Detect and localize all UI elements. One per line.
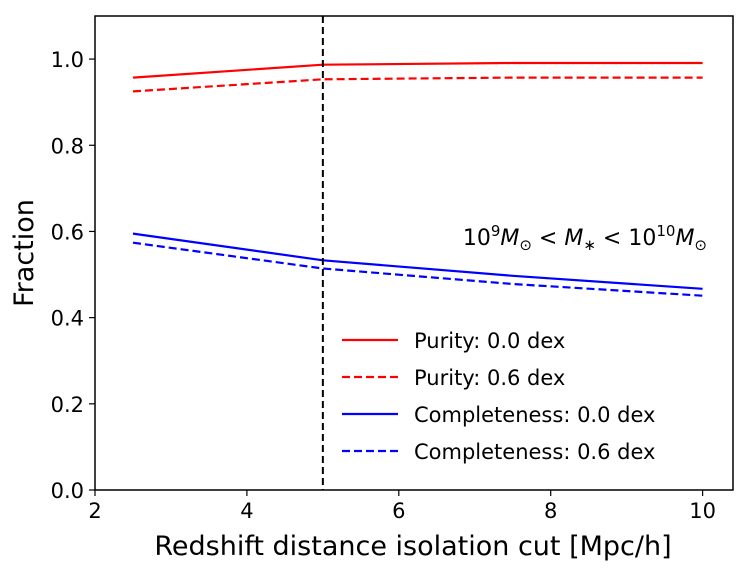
- series-line-purity-0-6-dex: [132, 76, 703, 93]
- y-tick-label: 0.8: [51, 134, 84, 158]
- series-line-completeness-0-0-dex: [132, 232, 703, 290]
- x-tick-label: 6: [392, 499, 405, 523]
- y-tick-label: 0.4: [51, 307, 84, 331]
- y-tick-label: 0.6: [51, 220, 84, 244]
- legend-label-purity-0-6-dex: Purity: 0.6 dex: [414, 366, 565, 390]
- plot-lines: [132, 16, 703, 490]
- legend-label-completeness-0-0-dex: Completeness: 0.0 dex: [414, 403, 655, 427]
- legend-label-purity-0-0-dex: Purity: 0.0 dex: [414, 329, 565, 353]
- x-tick-label: 2: [88, 499, 101, 523]
- axis-ticks: 2 4 6 8 10 0.0 0.2 0.4 0.6 0.8 1.0: [51, 48, 716, 523]
- x-tick-label: 4: [240, 499, 253, 523]
- y-axis-label: Fraction: [9, 199, 40, 307]
- x-tick-label: 8: [544, 499, 557, 523]
- mass-range-annotation: 109M⊙ < M∗ < 1010M⊙: [463, 222, 707, 254]
- x-axis-label: Redshift distance isolation cut [Mpc/h]: [154, 531, 671, 562]
- plot-frame: [94, 15, 734, 491]
- y-tick-label: 0.2: [51, 393, 84, 417]
- legend-label-completeness-0-6-dex: Completeness: 0.6 dex: [414, 440, 655, 464]
- legend: Purity: 0.0 dex Purity: 0.6 dex Completene…: [342, 329, 655, 464]
- y-tick-label: 1.0: [51, 48, 84, 72]
- series-line-purity-0-0-dex: [132, 61, 703, 79]
- x-tick-label: 10: [689, 499, 716, 523]
- y-tick-label: 0.0: [51, 479, 84, 503]
